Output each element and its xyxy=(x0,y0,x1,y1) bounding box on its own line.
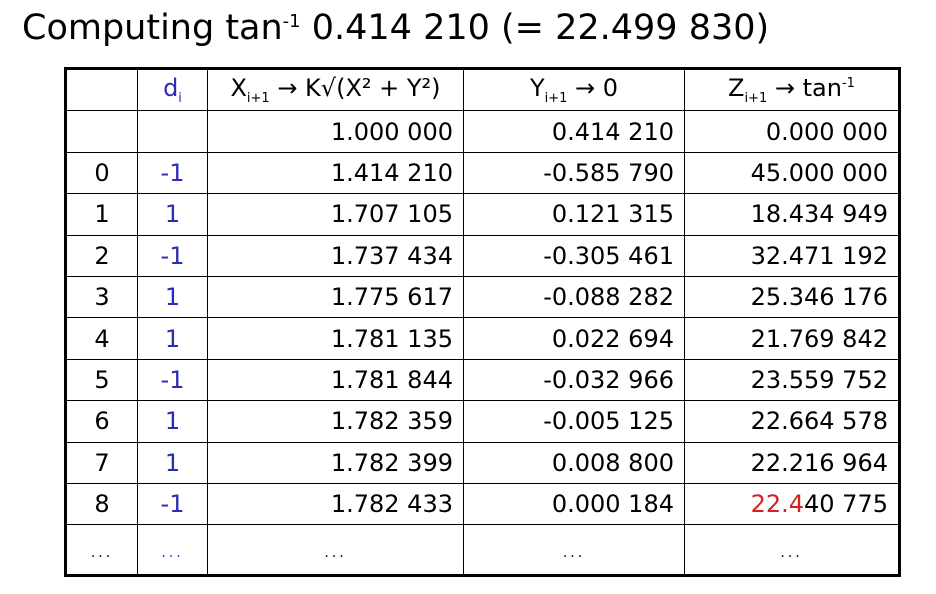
cell-d xyxy=(137,110,208,153)
table-row: 3 1 1.775 617 -0.088 282 25.346 176 xyxy=(65,275,900,319)
table-row: 4 1 1.781 135 0.022 694 21.769 842 xyxy=(65,317,900,360)
cell-z: 32.471 192 xyxy=(684,234,900,277)
table-row: 0 -1 1.414 210 -0.585 790 45.000 000 xyxy=(65,151,900,195)
initial-row: 1.000 000 0.414 210 0.000 000 xyxy=(65,110,900,153)
cell-y: 0.000 184 xyxy=(463,482,685,526)
cell-i: 2 xyxy=(65,234,138,277)
cordic-table: di Xi+1 → K√(X² + Y²) Yi+1 → 0 Zi+1 → ta… xyxy=(64,67,901,577)
ellipsis-i: ... xyxy=(65,524,138,576)
cell-i: 7 xyxy=(65,441,138,484)
cell-x: 1.775 617 xyxy=(207,275,464,319)
cell-z: 18.434 949 xyxy=(684,193,900,236)
cell-x: 1.737 434 xyxy=(207,234,464,277)
cell-x: 1.782 359 xyxy=(207,400,464,443)
z-correct-digits: 22.4 xyxy=(750,490,805,519)
cell-i: 5 xyxy=(65,358,138,402)
cell-d: -1 xyxy=(137,482,208,526)
header-z: Zi+1 → tan-1 xyxy=(684,67,900,112)
cell-y: -0.088 282 xyxy=(463,275,685,319)
header-d: di xyxy=(137,67,208,112)
cell-i: 3 xyxy=(65,275,138,319)
cell-d: -1 xyxy=(137,358,208,402)
header-index xyxy=(65,67,138,112)
header-row: di Xi+1 → K√(X² + Y²) Yi+1 → 0 Zi+1 → ta… xyxy=(65,67,900,112)
header-x: Xi+1 → K√(X² + Y²) xyxy=(207,67,464,112)
cell-z: 22.440 775 xyxy=(684,482,900,526)
cell-y: 0.022 694 xyxy=(463,317,685,360)
ellipsis-z: ... xyxy=(684,524,900,576)
cell-d: 1 xyxy=(137,441,208,484)
header-y: Yi+1 → 0 xyxy=(463,67,685,112)
cell-x: 1.000 000 xyxy=(207,110,464,153)
cell-y: 0.121 315 xyxy=(463,193,685,236)
cell-z: 45.000 000 xyxy=(684,151,900,195)
ellipsis-row: ... ... ... ... ... xyxy=(65,524,900,576)
cell-y: -0.305 461 xyxy=(463,234,685,277)
slide-title: Computing tan-1 0.414 210 (= 22.499 830) xyxy=(22,8,770,48)
cell-d: -1 xyxy=(137,151,208,195)
cell-x: 1.782 399 xyxy=(207,441,464,484)
cell-z: 21.769 842 xyxy=(684,317,900,360)
table-row: 1 1 1.707 105 0.121 315 18.434 949 xyxy=(65,193,900,236)
cell-i xyxy=(65,110,138,153)
cell-i: 0 xyxy=(65,151,138,195)
cell-x: 1.414 210 xyxy=(207,151,464,195)
cell-d: 1 xyxy=(137,317,208,360)
table-row: 6 1 1.782 359 -0.005 125 22.664 578 xyxy=(65,400,900,443)
cell-i: 6 xyxy=(65,400,138,443)
cell-z: 23.559 752 xyxy=(684,358,900,402)
cell-x: 1.781 844 xyxy=(207,358,464,402)
table-row: 7 1 1.782 399 0.008 800 22.216 964 xyxy=(65,441,900,484)
cell-d: 1 xyxy=(137,400,208,443)
cell-i: 1 xyxy=(65,193,138,236)
cell-d: 1 xyxy=(137,193,208,236)
table-row-last: 8 -1 1.782 433 0.000 184 22.440 775 xyxy=(65,482,900,526)
cell-x: 1.782 433 xyxy=(207,482,464,526)
cell-z: 22.216 964 xyxy=(684,441,900,484)
ellipsis-x: ... xyxy=(207,524,464,576)
cell-z: 22.664 578 xyxy=(684,400,900,443)
cell-y: -0.032 966 xyxy=(463,358,685,402)
cell-x: 1.707 105 xyxy=(207,193,464,236)
cell-d: -1 xyxy=(137,234,208,277)
cell-d: 1 xyxy=(137,275,208,319)
ellipsis-d: ... xyxy=(137,524,208,576)
cell-i: 8 xyxy=(65,482,138,526)
cell-y: -0.585 790 xyxy=(463,151,685,195)
cell-y: 0.414 210 xyxy=(463,110,685,153)
cell-x: 1.781 135 xyxy=(207,317,464,360)
cell-y: -0.005 125 xyxy=(463,400,685,443)
cell-z: 0.000 000 xyxy=(684,110,900,153)
ellipsis-y: ... xyxy=(463,524,685,576)
cell-y: 0.008 800 xyxy=(463,441,685,484)
table-row: 5 -1 1.781 844 -0.032 966 23.559 752 xyxy=(65,358,900,402)
table-row: 2 -1 1.737 434 -0.305 461 32.471 192 xyxy=(65,234,900,277)
cell-i: 4 xyxy=(65,317,138,360)
cell-z: 25.346 176 xyxy=(684,275,900,319)
